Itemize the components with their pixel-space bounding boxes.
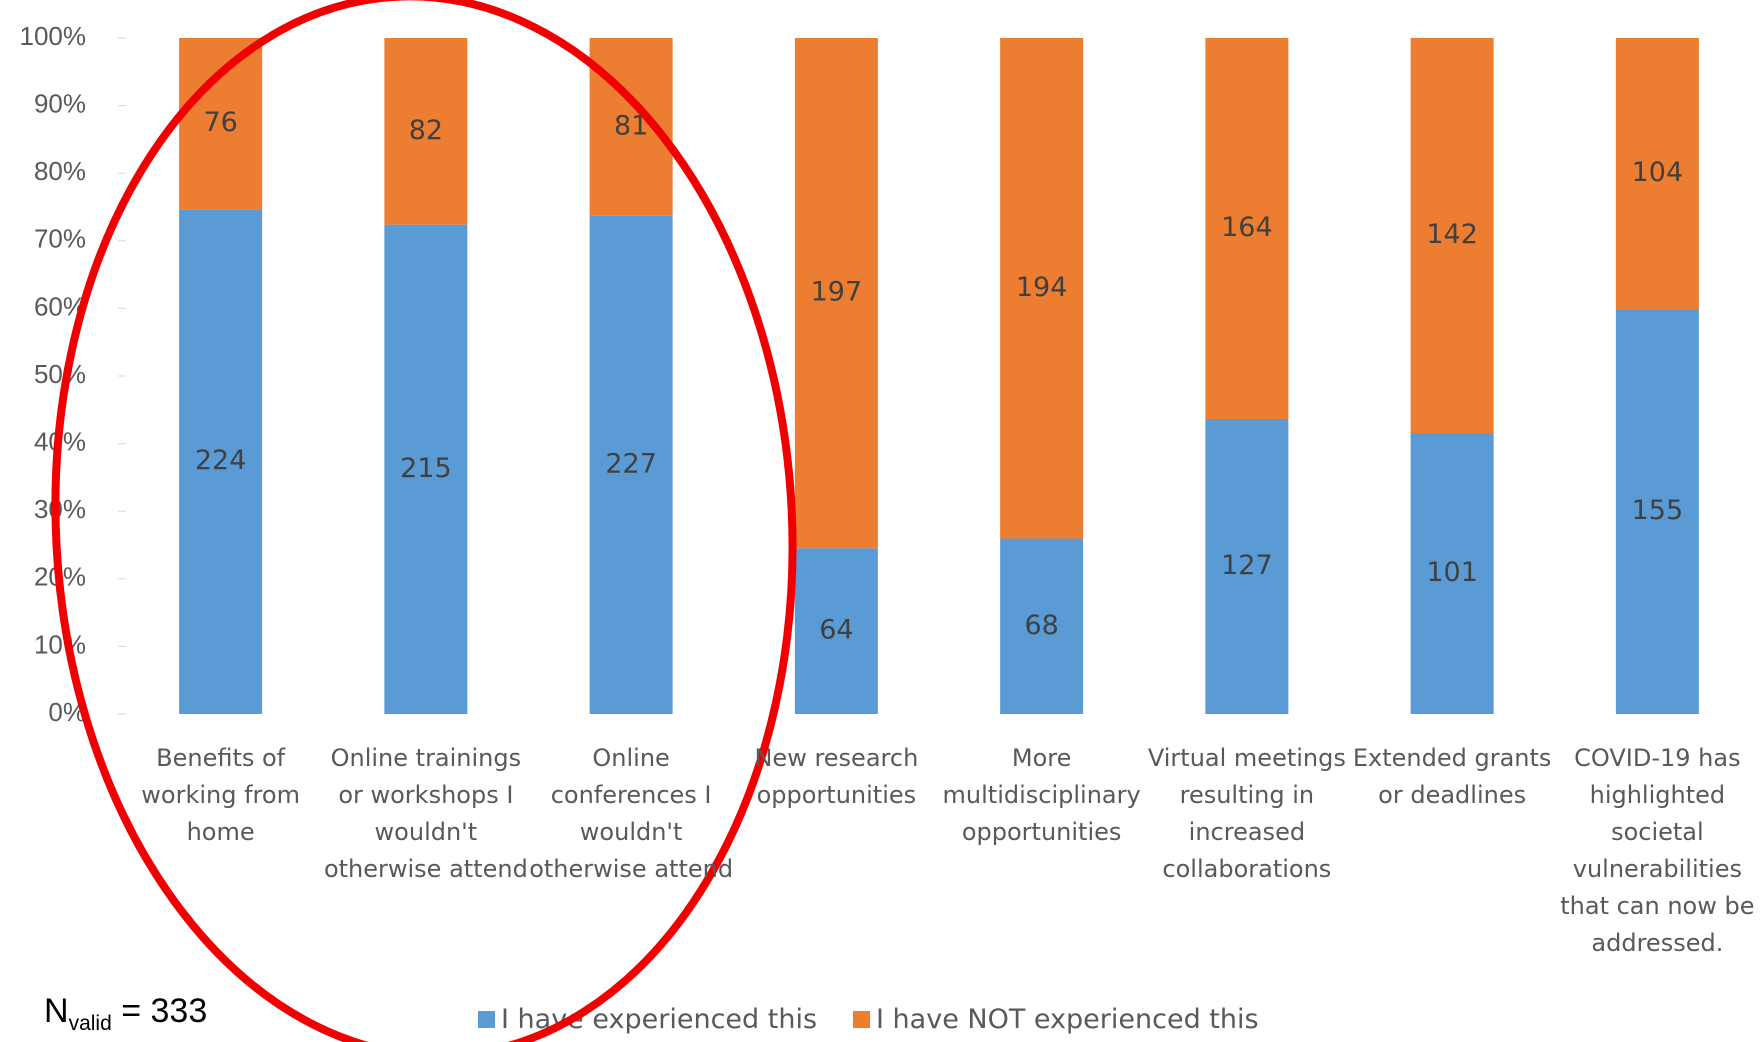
data-label: 227	[605, 448, 657, 479]
bar-segment	[1410, 433, 1494, 714]
legend-swatch	[478, 1011, 495, 1028]
y-tick-label: 30%	[34, 494, 86, 524]
bar-segment	[794, 38, 878, 549]
data-label: 155	[1632, 495, 1684, 526]
x-tick-label: More multidisciplinary opportunities	[942, 744, 1141, 846]
x-tick-label: COVID-19 has highlighted societal vulner…	[1560, 744, 1755, 957]
x-tick-label: Online conferences I wouldn't otherwise …	[529, 744, 734, 883]
bar-segment	[1205, 38, 1289, 419]
y-tick-label: 60%	[34, 291, 86, 321]
legend-item: I have experienced this	[478, 1004, 817, 1035]
data-label: 101	[1426, 557, 1478, 588]
data-label: 215	[400, 453, 452, 484]
y-tick-label: 10%	[34, 629, 86, 659]
legend: I have experienced this I have NOT experi…	[478, 1004, 1259, 1035]
legend-label: I have experienced this	[501, 1004, 818, 1035]
x-tick-label: New research opportunities	[754, 744, 919, 809]
bar-segment	[1615, 309, 1699, 714]
x-tick-label: Extended grants or deadlines	[1352, 744, 1552, 809]
data-label: 81	[614, 110, 648, 141]
note-subscript: valid	[68, 1011, 112, 1035]
sample-size-note: Nvalid = 333	[44, 992, 207, 1036]
y-tick-label: 20%	[34, 562, 86, 592]
y-tick-label: 40%	[34, 426, 86, 456]
legend-swatch	[853, 1011, 871, 1028]
bar-segment	[1000, 538, 1084, 714]
y-tick-label: 80%	[34, 156, 86, 186]
data-label: 104	[1632, 157, 1684, 188]
bar-segment	[1615, 38, 1699, 310]
data-label: 142	[1426, 219, 1478, 250]
bar-segment	[794, 548, 878, 714]
x-tick-label: Benefits of working from home	[141, 744, 300, 846]
y-tick-label: 50%	[34, 359, 86, 389]
note-base: N	[44, 992, 69, 1030]
legend-item: I have NOT experienced this	[853, 1004, 1259, 1035]
y-tick-label: 70%	[34, 224, 86, 254]
data-label: 127	[1221, 550, 1273, 581]
data-label: 197	[811, 277, 863, 308]
x-tick-label: Online trainings or workshops I wouldn't…	[323, 744, 528, 883]
data-label: 64	[819, 615, 853, 646]
bar-segment	[1410, 38, 1494, 434]
x-tick-label: Virtual meetings resulting in increased …	[1147, 744, 1346, 883]
y-tick-label: 0%	[48, 697, 86, 727]
data-label: 194	[1016, 272, 1068, 303]
data-label: 68	[1024, 610, 1058, 641]
legend-label: I have NOT experienced this	[876, 1004, 1259, 1035]
note-rest: = 333	[111, 992, 208, 1030]
data-label: 82	[409, 115, 443, 146]
y-tick-label: 90%	[34, 88, 86, 118]
data-label: 164	[1221, 212, 1273, 243]
bar-segment	[1000, 38, 1084, 539]
bar-segment	[1205, 418, 1289, 714]
data-label: 76	[203, 107, 237, 138]
y-tick-label: 100%	[20, 21, 87, 51]
data-label: 224	[195, 445, 247, 476]
